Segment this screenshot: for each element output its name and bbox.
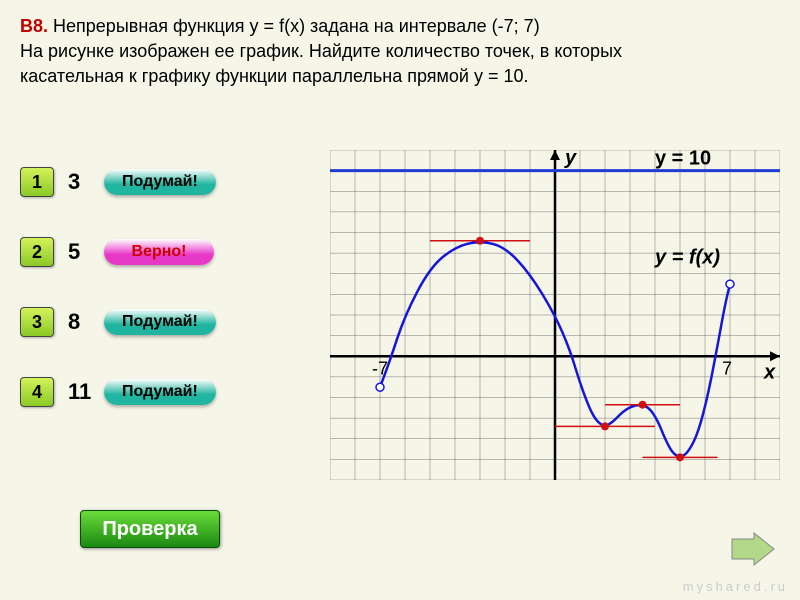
check-button[interactable]: Проверка bbox=[80, 510, 220, 548]
feedback-bubble: Подумай! bbox=[104, 379, 216, 405]
answer-value: 8 bbox=[68, 309, 98, 335]
answer-value: 11 bbox=[68, 379, 98, 405]
chart: ухy = 10y = f(x)-77 bbox=[330, 150, 780, 480]
answer-row: 25Верно! bbox=[20, 230, 320, 274]
feedback-bubble: Подумай! bbox=[104, 309, 216, 335]
answer-value: 3 bbox=[68, 169, 98, 195]
answer-row: 13Подумай! bbox=[20, 160, 320, 204]
watermark: myshared.ru bbox=[683, 579, 788, 594]
svg-text:х: х bbox=[763, 361, 776, 383]
answer-button-3[interactable]: 3 bbox=[20, 307, 54, 337]
answer-button-4[interactable]: 4 bbox=[20, 377, 54, 407]
answer-value: 5 bbox=[68, 239, 98, 265]
svg-text:7: 7 bbox=[722, 358, 732, 378]
question-label: В8. bbox=[20, 16, 48, 36]
question-line3: касательная к графику функции параллельн… bbox=[20, 66, 529, 86]
svg-text:у: у bbox=[564, 150, 577, 169]
feedback-bubble: Верно! bbox=[104, 239, 214, 265]
answers-panel: 13Подумай!25Верно!38Подумай!411Подумай! bbox=[20, 160, 320, 440]
question-line1: Непрерывная функция у = f(x) задана на и… bbox=[53, 16, 540, 36]
answer-row: 38Подумай! bbox=[20, 300, 320, 344]
question-line2: На рисунке изображен ее график. Найдите … bbox=[20, 41, 622, 61]
svg-text:y = 10: y = 10 bbox=[655, 150, 711, 170]
answer-button-1[interactable]: 1 bbox=[20, 167, 54, 197]
question-text: В8. Непрерывная функция у = f(x) задана … bbox=[0, 0, 800, 98]
answer-button-2[interactable]: 2 bbox=[20, 237, 54, 267]
answer-row: 4 11Подумай! bbox=[20, 370, 320, 414]
check-label: Проверка bbox=[102, 518, 197, 541]
svg-text:y = f(x): y = f(x) bbox=[654, 246, 720, 268]
next-arrow[interactable] bbox=[730, 531, 776, 572]
feedback-bubble: Подумай! bbox=[104, 169, 216, 195]
